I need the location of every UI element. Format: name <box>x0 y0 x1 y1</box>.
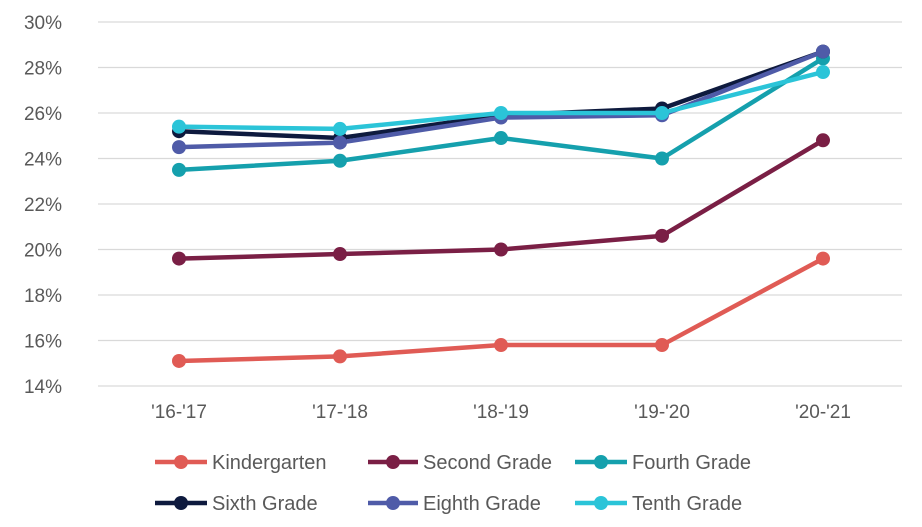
y-tick-label: 16% <box>24 332 62 353</box>
legend-label: Kindergarten <box>212 452 327 474</box>
y-axis: 14% 16% 18% 20% 22% 24% 26% 28% 30% <box>24 13 62 398</box>
data-point <box>655 151 669 166</box>
y-tick-label: 24% <box>24 150 62 171</box>
y-tick-label: 26% <box>24 104 62 125</box>
legend-item: Kindergarten <box>155 452 327 474</box>
y-tick-label: 30% <box>24 13 62 34</box>
x-tick-label: '20-'21 <box>795 402 851 423</box>
legend-swatch-marker <box>594 496 608 510</box>
y-tick-label: 28% <box>24 59 62 80</box>
data-point <box>655 106 669 120</box>
data-point <box>816 133 830 148</box>
legend-swatch-marker <box>386 455 400 469</box>
data-point <box>816 251 830 266</box>
gridlines <box>98 21 902 387</box>
data-point <box>333 121 347 136</box>
legend-item: Fourth Grade <box>575 452 751 474</box>
data-point <box>655 338 669 353</box>
data-point <box>172 140 186 155</box>
data-point <box>333 247 347 262</box>
legend-item: Second Grade <box>368 452 552 474</box>
x-axis: '16-'17 '17-'18 '18-'19 '19-'20 '20-'21 <box>151 402 851 423</box>
legend: Kindergarten Second Grade Fourth Grade Sixt… <box>155 452 751 515</box>
data-point <box>172 119 186 134</box>
legend-swatch-marker <box>386 496 400 510</box>
y-tick-label: 14% <box>24 377 62 398</box>
legend-label: Tenth Grade <box>632 493 742 515</box>
data-point <box>172 251 186 266</box>
x-tick-label: '18-'19 <box>473 402 529 423</box>
data-point <box>172 353 186 368</box>
legend-label: Fourth Grade <box>632 452 751 474</box>
data-point <box>333 135 347 150</box>
y-tick-label: 20% <box>24 241 62 262</box>
legend-label: Sixth Grade <box>212 493 318 515</box>
legend-swatch-marker <box>174 496 188 510</box>
data-point <box>816 65 830 80</box>
data-point <box>655 228 669 243</box>
y-tick-label: 18% <box>24 286 62 307</box>
data-point <box>333 349 347 364</box>
data-point <box>172 162 186 177</box>
series-kindergarten <box>172 251 830 368</box>
legend-label: Eighth Grade <box>423 493 541 515</box>
data-point <box>494 106 508 120</box>
data-point <box>494 131 508 146</box>
x-tick-label: '19-'20 <box>634 402 690 423</box>
series-tenth-grade <box>172 65 830 136</box>
y-tick-label: 22% <box>24 195 62 216</box>
legend-swatch-marker <box>174 455 188 469</box>
legend-item: Eighth Grade <box>368 493 541 515</box>
series-second-grade <box>172 133 830 266</box>
x-tick-label: '16-'17 <box>151 402 207 423</box>
data-point <box>333 153 347 168</box>
legend-item: Tenth Grade <box>575 493 742 515</box>
series-lines <box>172 44 830 368</box>
data-point <box>494 338 508 353</box>
legend-item: Sixth Grade <box>155 493 318 515</box>
data-point <box>494 242 508 257</box>
x-tick-label: '17-'18 <box>312 402 368 423</box>
series-fourth-grade <box>172 51 830 177</box>
data-point <box>816 44 830 59</box>
legend-label: Second Grade <box>423 452 552 474</box>
legend-swatch-marker <box>594 455 608 469</box>
